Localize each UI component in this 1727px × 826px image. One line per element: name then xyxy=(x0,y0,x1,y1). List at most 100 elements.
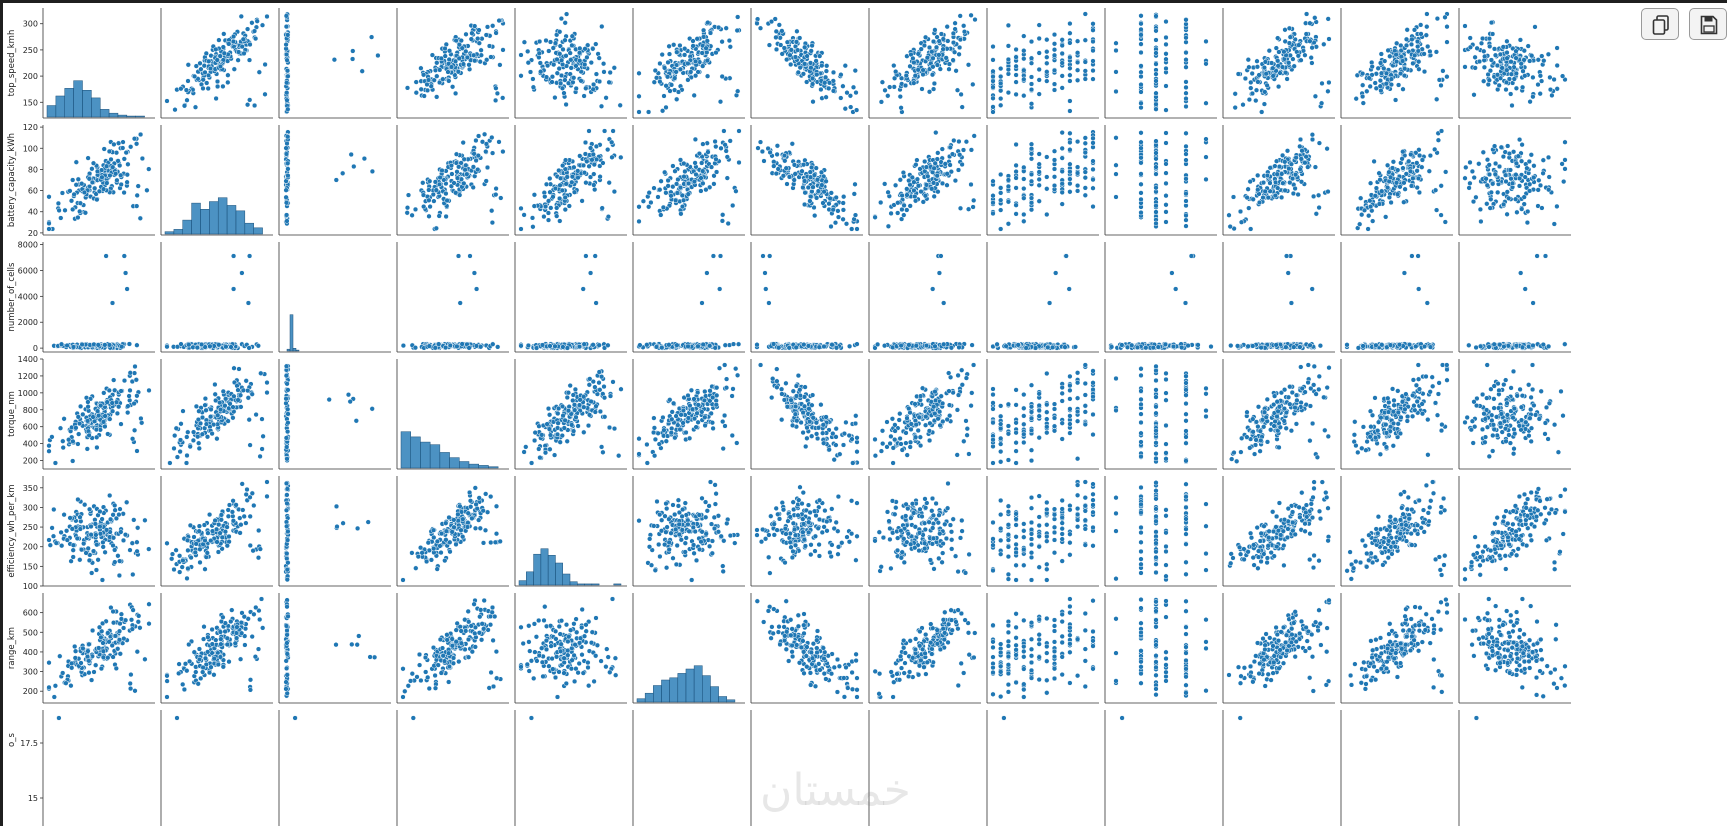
data-point xyxy=(284,218,290,224)
data-point xyxy=(1530,94,1536,100)
data-point xyxy=(786,345,792,351)
data-point xyxy=(921,42,928,49)
data-point xyxy=(1273,179,1279,186)
data-point xyxy=(900,169,907,176)
data-point xyxy=(1270,65,1276,71)
data-point xyxy=(1005,89,1012,96)
data-point xyxy=(284,97,290,103)
data-point xyxy=(557,80,564,86)
data-point xyxy=(1028,74,1035,80)
data-point xyxy=(1032,345,1039,351)
data-point xyxy=(1261,64,1268,71)
data-point xyxy=(264,13,270,20)
data-point xyxy=(913,343,919,349)
data-point xyxy=(1539,205,1545,211)
data-point xyxy=(1500,153,1507,160)
data-point xyxy=(1367,180,1374,186)
data-point xyxy=(681,52,688,58)
data-point xyxy=(1203,176,1209,183)
data-point xyxy=(1256,199,1263,206)
data-point xyxy=(119,344,125,350)
data-point xyxy=(1163,130,1169,136)
data-point xyxy=(1286,60,1292,66)
data-point xyxy=(1554,45,1560,51)
data-point xyxy=(704,270,710,276)
data-point xyxy=(1309,136,1316,143)
data-point xyxy=(455,69,462,75)
data-point xyxy=(1388,199,1394,206)
data-point xyxy=(1518,158,1525,164)
data-point xyxy=(1260,179,1267,186)
data-point xyxy=(606,79,612,85)
data-point xyxy=(584,54,590,61)
data-point xyxy=(568,57,574,63)
data-point xyxy=(1051,67,1058,74)
data-point xyxy=(1414,38,1421,45)
data-point xyxy=(826,85,832,92)
data-point xyxy=(1443,169,1449,175)
data-point xyxy=(554,56,560,63)
data-point xyxy=(998,190,1004,196)
data-point xyxy=(934,62,941,68)
hist-bar xyxy=(99,109,110,118)
data-point xyxy=(700,27,707,33)
data-point xyxy=(1287,179,1293,186)
data-point xyxy=(552,343,558,349)
data-point xyxy=(835,214,842,220)
data-point xyxy=(518,205,524,212)
data-point xyxy=(956,344,962,351)
data-point xyxy=(998,207,1004,213)
data-point xyxy=(1462,64,1468,70)
data-point xyxy=(606,180,612,186)
data-point xyxy=(1509,102,1515,109)
data-point xyxy=(102,342,108,348)
data-point xyxy=(577,58,583,64)
data-point xyxy=(960,147,967,153)
data-point xyxy=(930,55,936,61)
data-point xyxy=(285,166,291,172)
data-point xyxy=(1013,46,1019,53)
data-point xyxy=(1527,58,1533,64)
data-point xyxy=(653,75,660,81)
data-point xyxy=(1295,191,1301,198)
data-point xyxy=(588,59,594,66)
data-point xyxy=(1274,171,1280,177)
data-point xyxy=(1090,140,1096,146)
data-point xyxy=(956,138,962,145)
data-point xyxy=(560,46,566,53)
data-point xyxy=(420,72,427,78)
data-point xyxy=(1266,48,1272,54)
data-point xyxy=(1051,166,1058,172)
data-point xyxy=(1504,189,1510,195)
data-point xyxy=(589,157,595,163)
data-point xyxy=(940,46,946,52)
data-point xyxy=(114,177,120,183)
data-point xyxy=(486,43,493,49)
subplot xyxy=(1222,8,1335,119)
data-point xyxy=(892,182,899,188)
data-point xyxy=(1476,161,1482,167)
data-point xyxy=(73,182,79,188)
data-point xyxy=(674,96,680,102)
data-point xyxy=(256,69,262,75)
data-point xyxy=(1377,77,1384,84)
data-point xyxy=(990,95,996,101)
subplot xyxy=(1104,8,1217,119)
data-point xyxy=(1390,159,1397,165)
data-point xyxy=(808,193,814,200)
data-point xyxy=(1409,36,1415,43)
data-point xyxy=(838,95,844,101)
data-point xyxy=(46,194,52,200)
data-point xyxy=(692,136,699,143)
data-point xyxy=(1044,154,1050,160)
data-point xyxy=(1315,192,1322,198)
data-point xyxy=(1046,300,1053,306)
data-point xyxy=(1023,345,1029,351)
data-point xyxy=(1237,208,1244,215)
data-point xyxy=(118,172,124,178)
data-point xyxy=(285,160,291,166)
data-point xyxy=(1407,168,1414,174)
data-point xyxy=(235,49,242,55)
data-point xyxy=(1496,82,1502,89)
data-point xyxy=(1297,143,1303,150)
